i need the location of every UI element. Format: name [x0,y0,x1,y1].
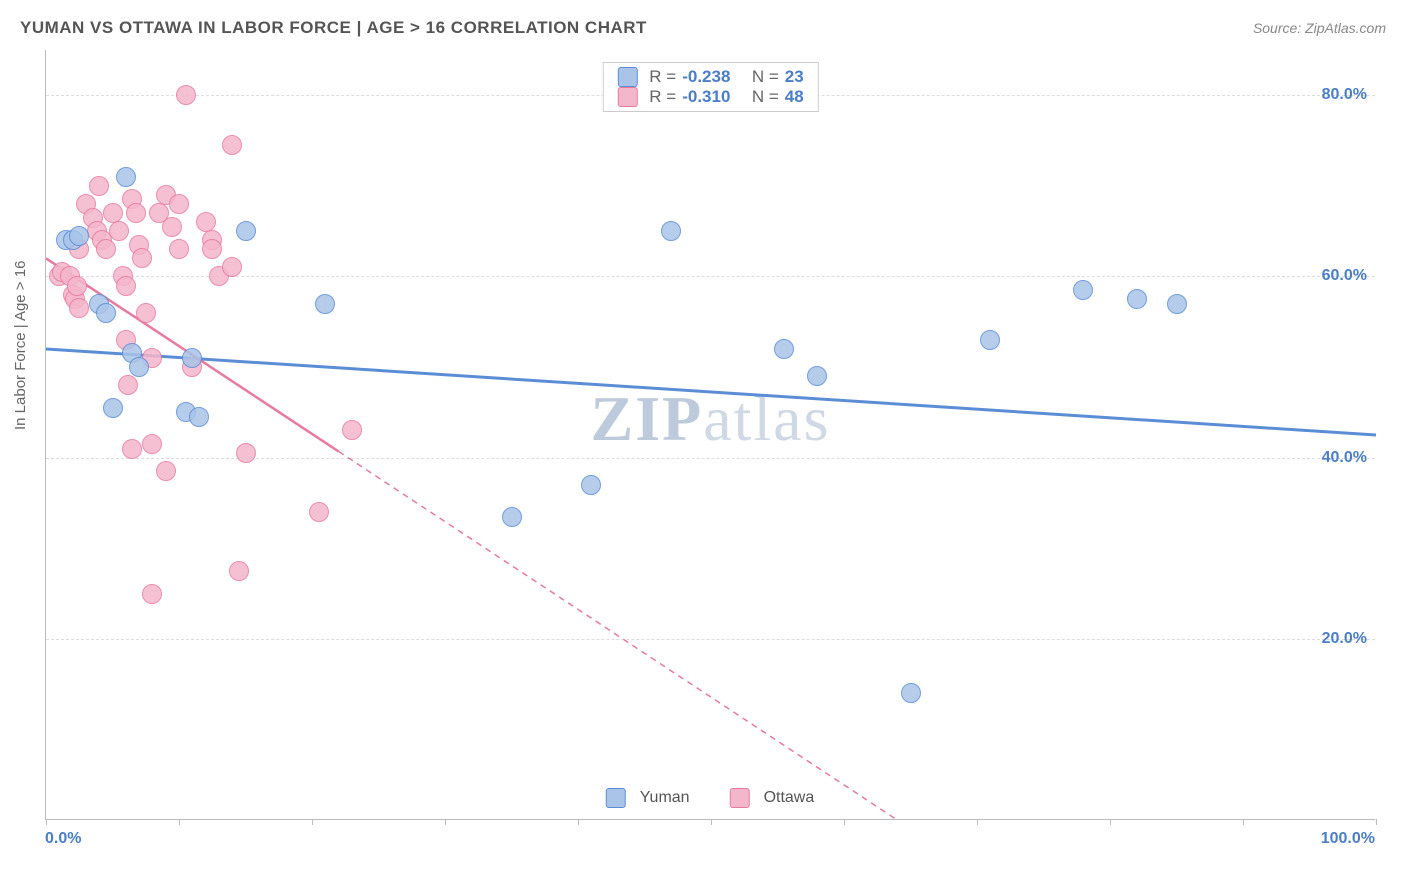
yuman-point [182,348,202,368]
ottawa-point [96,239,116,259]
swatch-ottawa [617,87,637,107]
correlation-legend: R = -0.238 N = 23 R = -0.310 N = 48 [602,62,818,112]
ottawa-point [136,303,156,323]
swatch-yuman [606,788,626,808]
ottawa-point [103,203,123,223]
yuman-point [661,221,681,241]
legend-row-yuman: R = -0.238 N = 23 [617,67,803,87]
yuman-point [103,398,123,418]
scatter-plot: ZIPatlas R = -0.238 N = 23 R = - [45,50,1375,820]
gridline [46,276,1375,277]
ottawa-point [142,584,162,604]
x-tick [445,819,446,825]
swatch-ottawa [730,788,750,808]
watermark: ZIPatlas [591,382,831,456]
x-axis-max-label: 100.0% [1321,830,1375,848]
x-tick [578,819,579,825]
legend-row-ottawa: R = -0.310 N = 48 [617,87,803,107]
y-tick-label: 20.0% [1322,630,1367,648]
yuman-point [315,294,335,314]
x-tick [312,819,313,825]
ottawa-point [142,434,162,454]
ottawa-point [116,276,136,296]
ottawa-point [196,212,216,232]
chart-title: YUMAN VS OTTAWA IN LABOR FORCE | AGE > 1… [20,18,647,38]
yuman-point [581,475,601,495]
yuman-point [116,167,136,187]
x-tick [1376,819,1377,825]
yuman-point [69,226,89,246]
swatch-yuman [617,67,637,87]
series-legend: Yuman Ottawa [606,788,815,808]
ottawa-point [309,502,329,522]
ottawa-point [118,375,138,395]
ottawa-point [109,221,129,241]
x-tick [46,819,47,825]
ottawa-point [67,276,87,296]
ottawa-point [162,217,182,237]
legend-item-yuman: Yuman [606,788,690,808]
ottawa-point [222,135,242,155]
x-tick [711,819,712,825]
ottawa-point [342,420,362,440]
ottawa-point [156,461,176,481]
legend-item-ottawa: Ottawa [730,788,815,808]
ottawa-point [176,85,196,105]
ottawa-point [122,439,142,459]
yuman-point [1167,294,1187,314]
x-tick [179,819,180,825]
ottawa-point [89,176,109,196]
y-tick-label: 40.0% [1322,449,1367,467]
ottawa-point [222,257,242,277]
yuman-point [901,683,921,703]
source-attribution: Source: ZipAtlas.com [1253,20,1386,36]
gridline [46,639,1375,640]
trend-lines [46,50,1376,820]
x-tick [1110,819,1111,825]
yuman-point [1073,280,1093,300]
ottawa-point [202,239,222,259]
yuman-point [96,303,116,323]
ottawa-point [69,298,89,318]
x-axis-min-label: 0.0% [45,830,81,848]
yuman-point [129,357,149,377]
yuman-point [1127,289,1147,309]
ottawa-point [126,203,146,223]
y-tick-label: 80.0% [1322,86,1367,104]
ottawa-point [132,248,152,268]
x-tick [1243,819,1244,825]
ottawa-point [229,561,249,581]
yuman-point [980,330,1000,350]
yuman-point [807,366,827,386]
x-tick [844,819,845,825]
ottawa-point [169,239,189,259]
yuman-point [189,407,209,427]
yuman-point [774,339,794,359]
ottawa-point [236,443,256,463]
y-tick-label: 60.0% [1322,267,1367,285]
yuman-point [502,507,522,527]
x-tick [977,819,978,825]
ottawa-point [169,194,189,214]
y-axis-label: In Labor Force | Age > 16 [12,261,29,430]
yuman-point [236,221,256,241]
